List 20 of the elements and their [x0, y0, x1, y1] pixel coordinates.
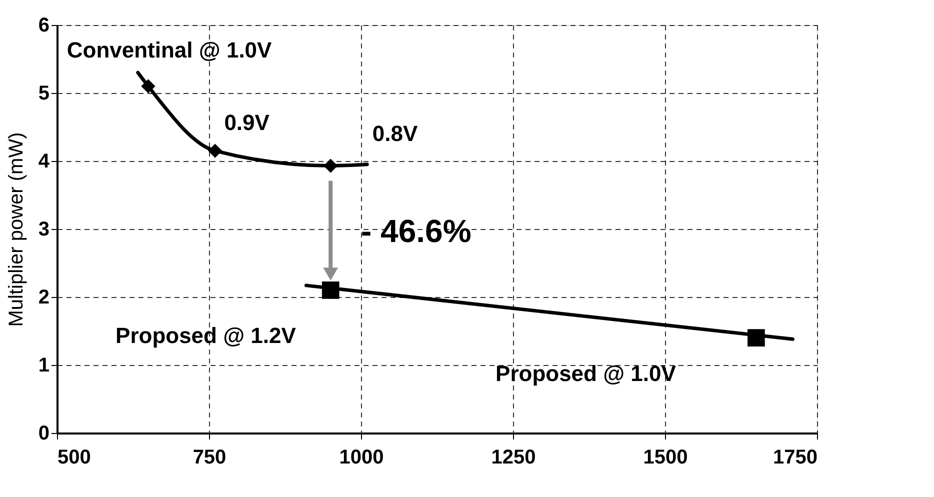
x-tick-label: 1250: [491, 446, 536, 468]
y-tick-label: 1: [38, 354, 50, 376]
y-tick-label: 2: [38, 286, 50, 308]
x-tick-label: 500: [58, 446, 91, 468]
y-tick-label: 6: [38, 14, 50, 36]
y-tick-label: 3: [38, 218, 50, 240]
annotation: 0.9V: [224, 110, 270, 135]
y-tick-label: 0: [38, 422, 50, 444]
annotation: Proposed @ 1.0V: [496, 360, 676, 386]
y-axis-title: Multiplier power (mW): [5, 132, 28, 327]
x-tick-label: 1000: [339, 446, 384, 468]
x-tick-label: 1750: [773, 446, 818, 468]
annotation: - 46.6%: [361, 212, 472, 249]
x-tick-label: 750: [192, 446, 226, 468]
annotation: Proposed @ 1.2V: [116, 322, 296, 348]
annotation: Conventinal @ 1.0V: [66, 38, 272, 63]
y-tick-label: 5: [38, 82, 50, 104]
x-tick-label: 1500: [643, 446, 688, 468]
annotation: 0.8V: [372, 120, 418, 146]
y-tick-label: 4: [38, 150, 50, 172]
